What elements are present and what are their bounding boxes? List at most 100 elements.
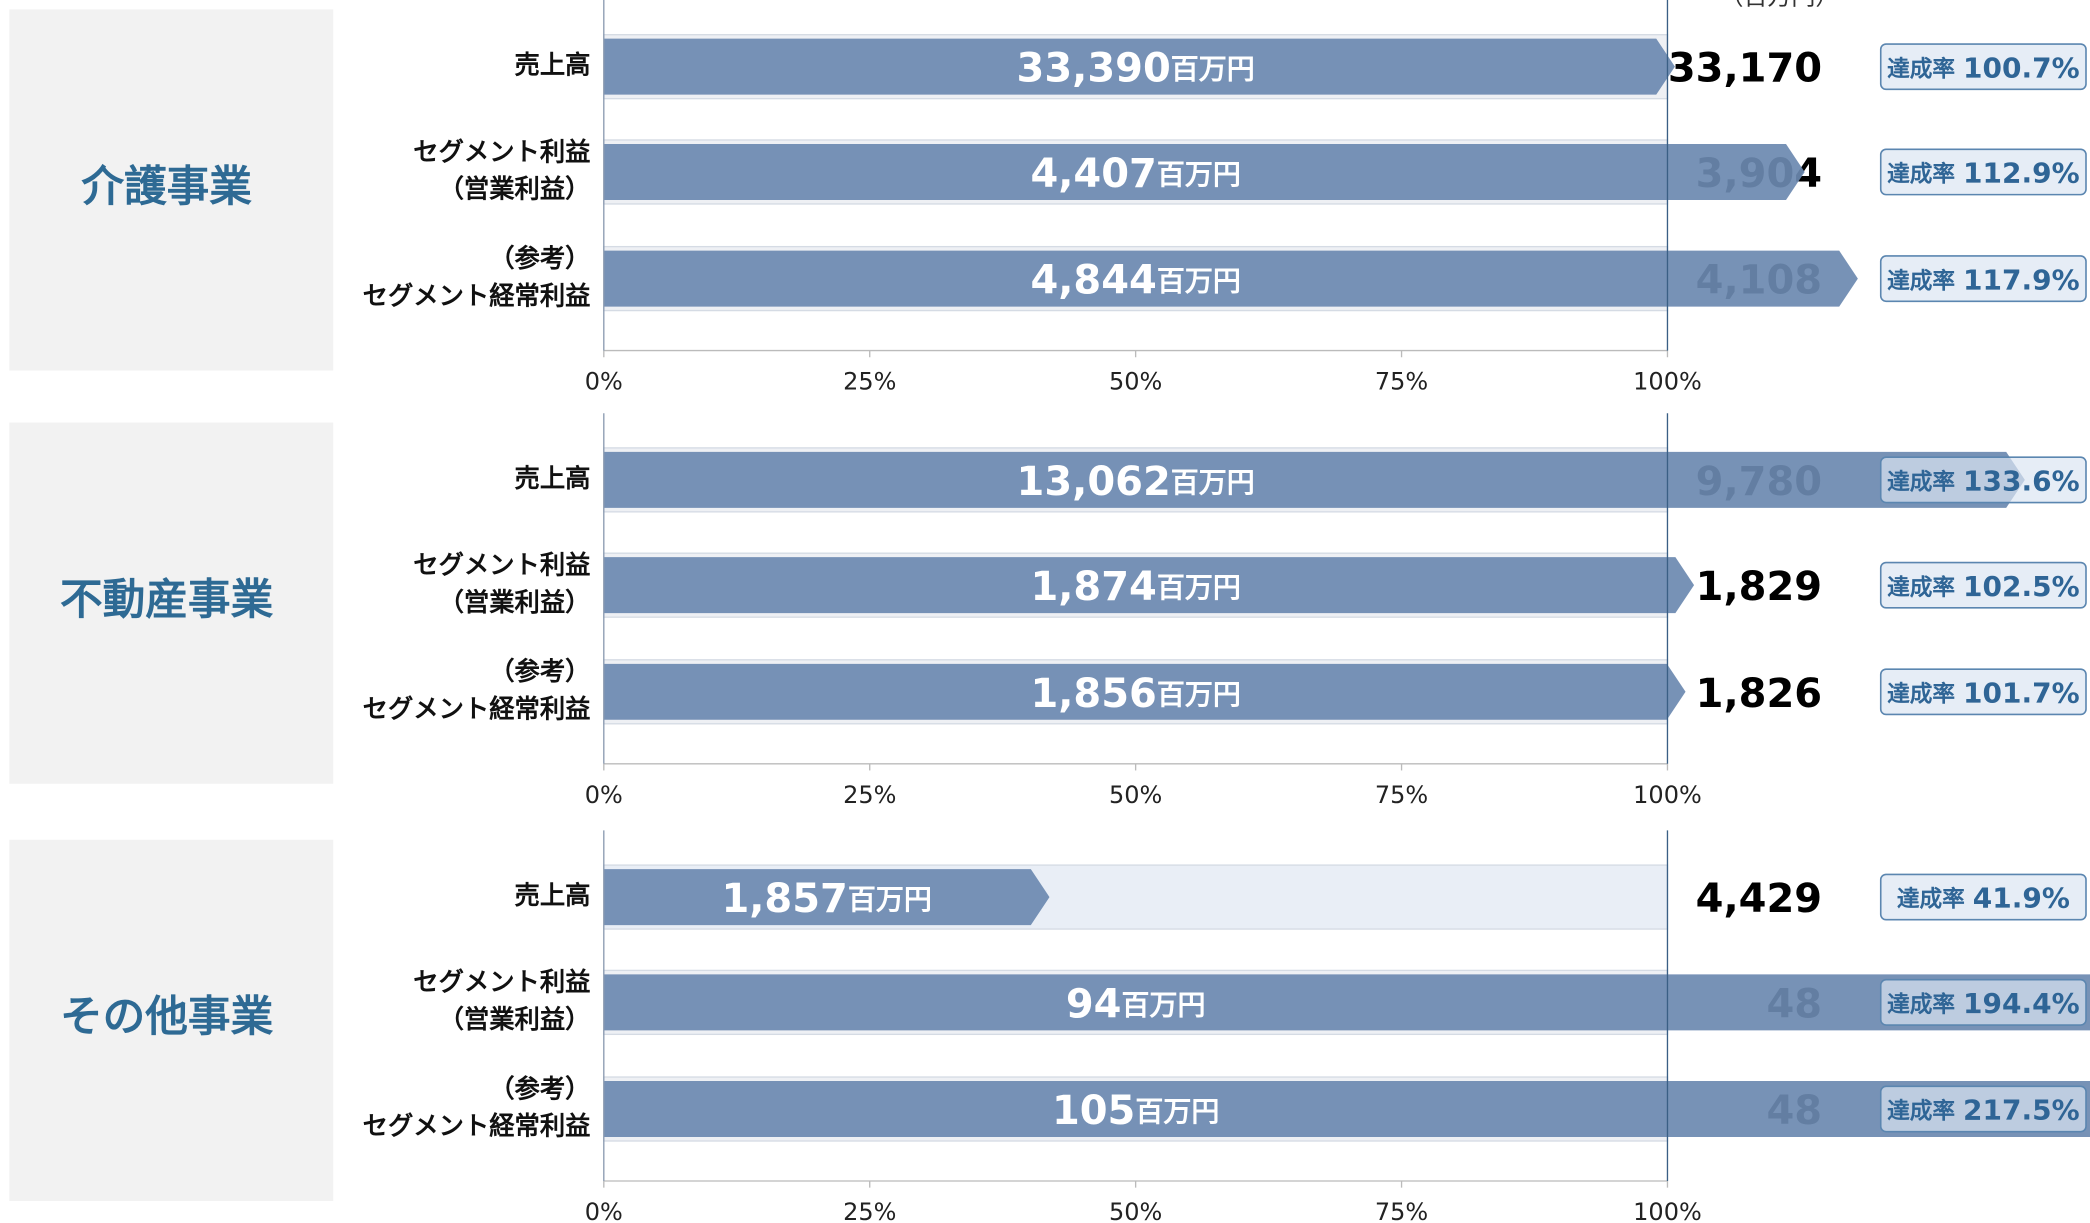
actual-unit: 百万円 [1121,988,1205,1021]
rate-label: 達成率 217.5% [1887,1094,2079,1127]
row-label: セグメント経常利益 [363,693,591,723]
row-label: （参考） [489,243,590,273]
rate-value: 217.5% [1963,1094,2080,1127]
x-tick-label: 75% [1375,368,1428,396]
rate-box [1879,561,2087,609]
x-tick-label: 75% [1375,781,1428,809]
rate-box [1879,255,2087,303]
plan-value: 33,170 [1668,46,1822,92]
x-tick-label: 100% [1633,1198,1702,1223]
rate-box [1879,978,2087,1026]
actual-value: 4,407百万円 [1030,151,1240,197]
rate-prefix: 達成率 [1887,468,1955,495]
actual-number: 105 [1052,1088,1135,1134]
bar [603,143,1805,200]
bar [603,663,1686,720]
row-label: （参考） [489,1073,590,1103]
actual-number: 94 [1066,981,1122,1027]
bar [603,557,1695,614]
rate-label: 達成率 117.9% [1887,263,2079,296]
segment-title: その他事業 [60,992,274,1042]
bar [603,250,1858,307]
rate-value: 112.9% [1963,157,2080,190]
segment-box [9,839,334,1201]
bar [603,38,1675,95]
x-tick-label: 50% [1109,1198,1162,1223]
bar [603,869,1050,926]
actual-number: 1,857 [721,876,847,922]
rate-label: 達成率 194.4% [1887,987,2079,1020]
rate-prefix: 達成率 [1887,1097,1955,1124]
segment-title: 不動産事業 [60,575,274,625]
actual-unit: 百万円 [1157,571,1241,604]
rate-prefix: 達成率 [1887,55,1955,82]
actual-unit: 百万円 [1171,53,1255,86]
rate-prefix: 達成率 [1887,160,1955,187]
actual-value: 1,874百万円 [1030,564,1240,610]
actual-number: 13,062 [1017,459,1171,505]
x-tick-label: 100% [1633,781,1702,809]
row-label: セグメント経常利益 [363,280,591,310]
plan-value: 1,829 [1696,564,1822,610]
row-label: セグメント経常利益 [363,1111,591,1141]
rate-box [1879,873,2087,921]
x-tick-label: 25% [843,368,896,396]
x-tick-label: 75% [1375,1198,1428,1223]
actual-unit: 百万円 [1157,265,1241,298]
row-label: （営業利益） [439,174,591,204]
actual-value: 1,857百万円 [721,876,931,922]
x-tick-label: 0% [585,1198,623,1223]
actual-number: 4,844 [1030,258,1156,304]
rate-label: 達成率 41.9% [1897,882,2070,915]
rate-box [1879,148,2087,196]
rate-label: 達成率 112.9% [1887,157,2079,190]
segment-box [9,422,334,784]
bar [603,1081,2090,1137]
rate-label: 達成率 100.7% [1887,51,2079,84]
row-label: （営業利益） [439,587,591,617]
actual-value: 33,390百万円 [1017,46,1255,92]
row-label: 売上高 [515,880,591,910]
plan-value: 4,429 [1696,876,1822,922]
actual-value: 13,062百万円 [1017,459,1255,505]
rate-box [1879,668,2087,716]
actual-number: 4,407 [1030,151,1156,197]
row-label: セグメント利益 [413,967,590,997]
rate-value: 194.4% [1963,987,2080,1020]
bar [603,974,2090,1031]
actual-unit: 百万円 [1135,1095,1219,1128]
rate-prefix: 達成率 [1887,680,1955,707]
actual-value: 94百万円 [1066,981,1206,1027]
row-label: 売上高 [515,463,591,493]
rate-prefix: 達成率 [1887,267,1955,294]
rate-label: 達成率 102.5% [1887,570,2079,603]
unit-note: （百万円） [1719,0,1839,10]
rate-value: 102.5% [1963,570,2080,603]
x-tick-label: 25% [843,1198,896,1223]
rate-label: 達成率 133.6% [1887,465,2079,498]
row-label: セグメント利益 [413,550,590,580]
rate-value: 41.9% [1973,882,2070,915]
rate-value: 117.9% [1963,263,2080,296]
rate-value: 101.7% [1963,676,2080,709]
actual-value: 1,856百万円 [1030,671,1240,717]
row-label: セグメント利益 [413,136,590,166]
actual-number: 1,856 [1030,671,1156,717]
row-label: （営業利益） [439,1004,591,1034]
segment-title: 介護事業 [81,162,252,212]
rate-label: 達成率 101.7% [1887,676,2079,709]
actual-number: 33,390 [1017,46,1171,92]
rate-box [1879,43,2087,91]
rate-box [1879,456,2087,504]
rate-value: 133.6% [1963,465,2080,498]
bar [603,451,2025,508]
actual-unit: 百万円 [1157,678,1241,711]
x-tick-label: 0% [585,781,623,809]
rate-prefix: 達成率 [1887,573,1955,600]
actual-unit: 百万円 [848,883,932,916]
rate-prefix: 達成率 [1897,885,1965,912]
x-tick-label: 50% [1109,781,1162,809]
row-label: （参考） [489,656,590,686]
